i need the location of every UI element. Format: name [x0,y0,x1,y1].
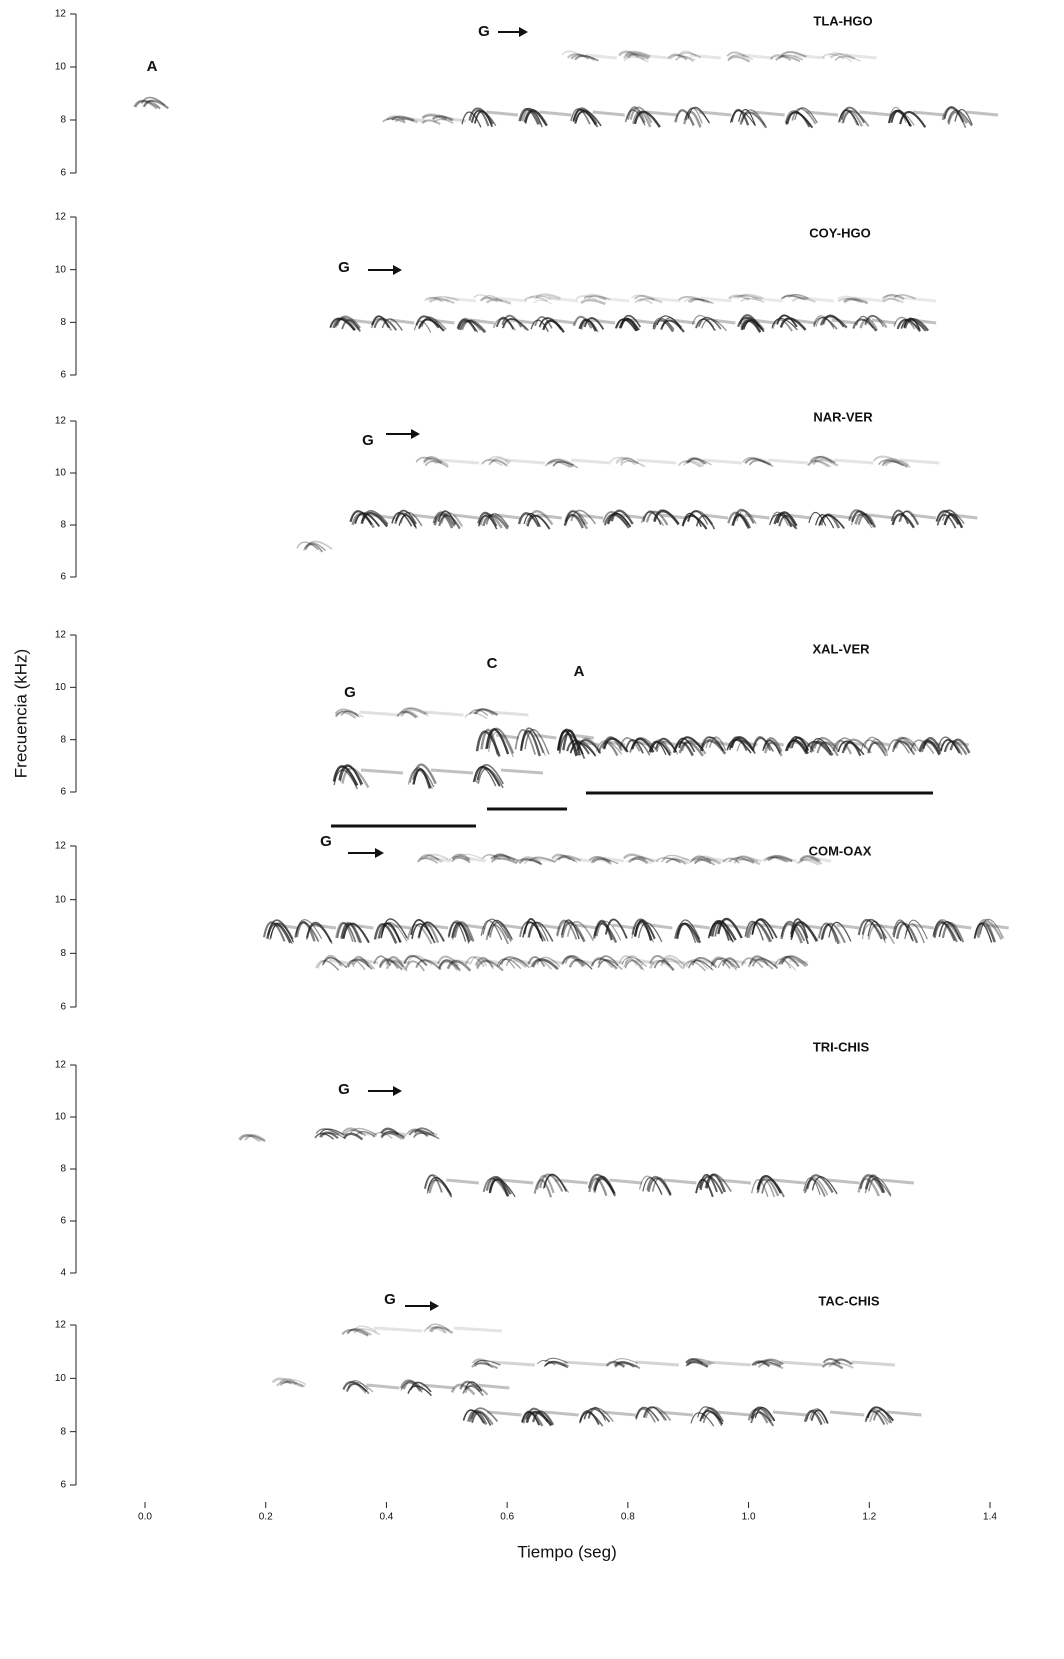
panel-title: COY-HGO [809,225,870,240]
y-tick-label: 6 [60,168,66,179]
y-tick-label: 10 [55,1112,67,1123]
x-tick-label: 0.6 [500,1512,514,1523]
y-tick-label: 6 [60,1002,66,1013]
y-tick-label: 10 [55,1373,67,1384]
annotation: C [487,655,498,672]
panel-title: TAC-CHIS [818,1293,879,1308]
annotation: G [338,1081,350,1098]
annotation: A [147,58,158,75]
y-tick-label: 10 [55,62,67,73]
y-axis-title: Frecuencia (kHz) [11,649,30,778]
y-tick-label: 6 [60,572,66,583]
y-tick-label: 8 [60,520,66,531]
panel-title: TRI-CHIS [813,1039,870,1054]
x-tick-label: 0.0 [138,1512,152,1523]
panel-title: NAR-VER [813,409,873,424]
y-tick-label: 6 [60,370,66,381]
y-tick-label: 12 [55,212,67,223]
y-tick-label: 8 [60,1164,66,1175]
y-tick-label: 12 [55,416,67,427]
x-axis-title: Tiempo (seg) [517,1542,617,1561]
x-tick-label: 1.4 [983,1512,997,1523]
x-tick-label: 0.8 [621,1512,635,1523]
y-tick-label: 8 [60,734,66,745]
x-tick-label: 1.2 [862,1512,876,1523]
x-tick-label: 1.0 [742,1512,756,1523]
annotation: A [574,663,585,680]
annotation: G [344,684,356,701]
y-tick-label: 6 [60,1480,66,1491]
y-tick-label: 6 [60,787,66,798]
y-tick-label: 12 [55,9,67,20]
y-tick-label: 10 [55,264,67,275]
panel-title: XAL-VER [812,641,870,656]
y-tick-label: 12 [55,630,67,641]
annotation: G [338,259,350,276]
y-tick-label: 6 [60,1216,66,1227]
panel-title: COM-OAX [809,843,872,858]
y-tick-label: 8 [60,115,66,126]
y-tick-label: 8 [60,1426,66,1437]
x-tick-label: 0.4 [379,1512,393,1523]
y-tick-label: 10 [55,682,67,693]
panel-title: TLA-HGO [813,13,872,28]
annotation: G [362,432,374,449]
annotation: G [384,1291,396,1308]
x-tick-label: 0.2 [259,1512,273,1523]
y-tick-label: 8 [60,948,66,959]
y-tick-label: 12 [55,1320,67,1331]
y-tick-label: 12 [55,1060,67,1071]
annotation: G [320,833,332,850]
y-tick-label: 10 [55,894,67,905]
y-tick-label: 4 [60,1268,66,1279]
background [0,0,1064,1654]
y-tick-label: 12 [55,841,67,852]
y-tick-label: 8 [60,317,66,328]
y-tick-label: 10 [55,468,67,479]
figure: 6 8 10 12 TLA-HGO A G 6 8 10 12 COY-HGO G 6 8 10 12 NAR-V… [0,0,1064,1654]
annotation: G [478,23,490,40]
